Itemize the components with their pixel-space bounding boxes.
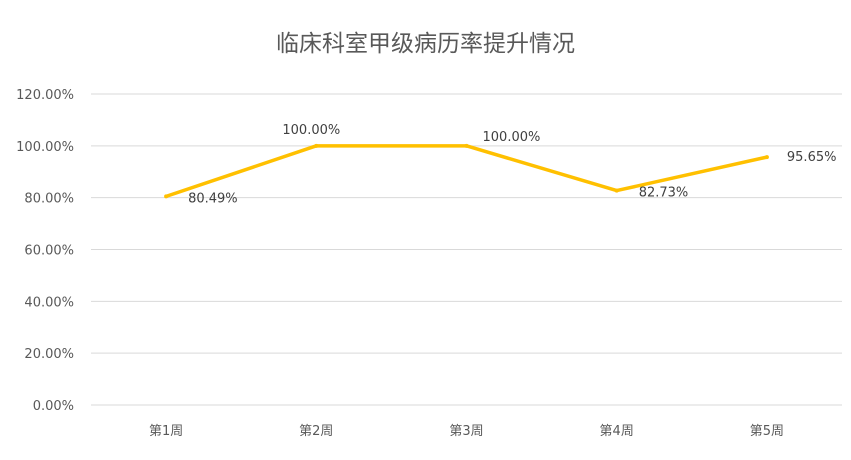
y-tick-label: 40.00% xyxy=(24,295,74,310)
data-point xyxy=(464,143,469,148)
data-point xyxy=(314,143,319,148)
data-label: 100.00% xyxy=(483,130,541,145)
y-tick-label: 60.00% xyxy=(24,244,74,259)
x-tick-label: 第4周 xyxy=(600,424,634,439)
y-tick-label: 100.00% xyxy=(16,140,74,155)
x-tick-label: 第1周 xyxy=(149,424,183,439)
data-label: 80.49% xyxy=(188,191,238,206)
y-tick-label: 0.00% xyxy=(33,399,74,414)
y-tick-label: 20.00% xyxy=(24,347,74,362)
x-tick-label: 第2周 xyxy=(299,424,333,439)
data-label: 100.00% xyxy=(282,123,340,138)
y-tick-label: 80.00% xyxy=(24,192,74,207)
chart-title: 临床科室甲级病历率提升情况 xyxy=(276,31,575,57)
data-point xyxy=(164,194,169,199)
data-label: 95.65% xyxy=(787,150,837,165)
data-label: 82.73% xyxy=(639,186,689,201)
y-tick-label: 120.00% xyxy=(16,88,74,103)
data-point xyxy=(614,188,619,193)
x-tick-label: 第3周 xyxy=(449,424,483,439)
x-tick-label: 第5周 xyxy=(750,424,784,439)
data-point xyxy=(764,155,769,160)
